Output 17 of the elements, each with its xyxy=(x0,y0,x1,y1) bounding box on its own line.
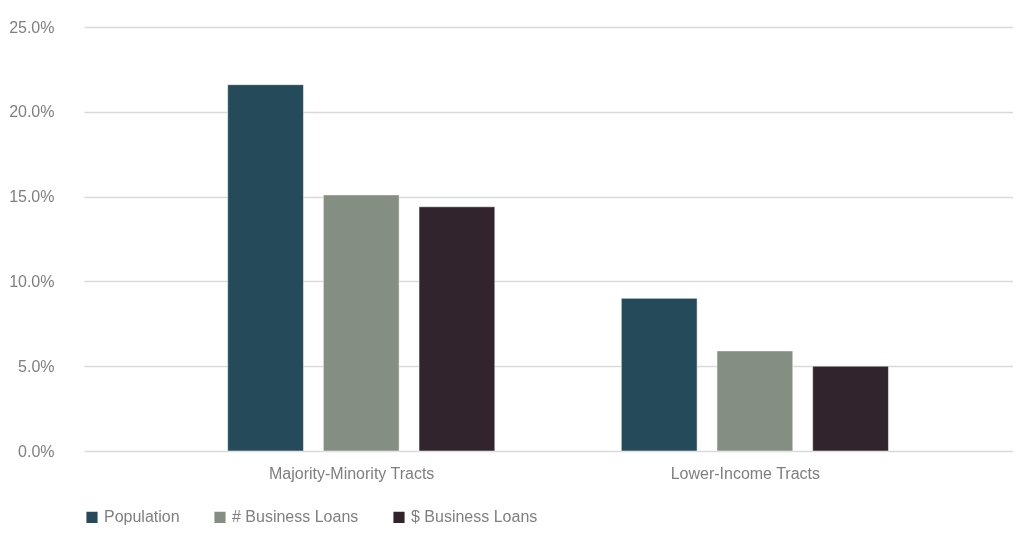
bar xyxy=(812,365,889,452)
bar xyxy=(621,298,698,452)
bar xyxy=(227,84,304,452)
x-tick-label: Lower-Income Tracts xyxy=(670,464,821,482)
bar xyxy=(716,350,794,452)
legend-label: Population xyxy=(104,508,180,526)
y-tick-label: 25.0% xyxy=(9,18,55,36)
bar xyxy=(323,194,400,452)
y-tick-label: 20.0% xyxy=(9,103,55,121)
y-tick-label: 15.0% xyxy=(9,188,55,206)
x-tick-label: Majority-Minority Tracts xyxy=(269,464,435,482)
y-tick-label: 10.0% xyxy=(9,272,55,290)
legend-label: # Business Loans xyxy=(232,508,359,526)
y-tick-label: 5.0% xyxy=(18,357,55,375)
legend-label: $ Business Loans xyxy=(411,508,538,526)
y-tick-label: 0.0% xyxy=(18,442,55,460)
bar xyxy=(418,206,496,452)
